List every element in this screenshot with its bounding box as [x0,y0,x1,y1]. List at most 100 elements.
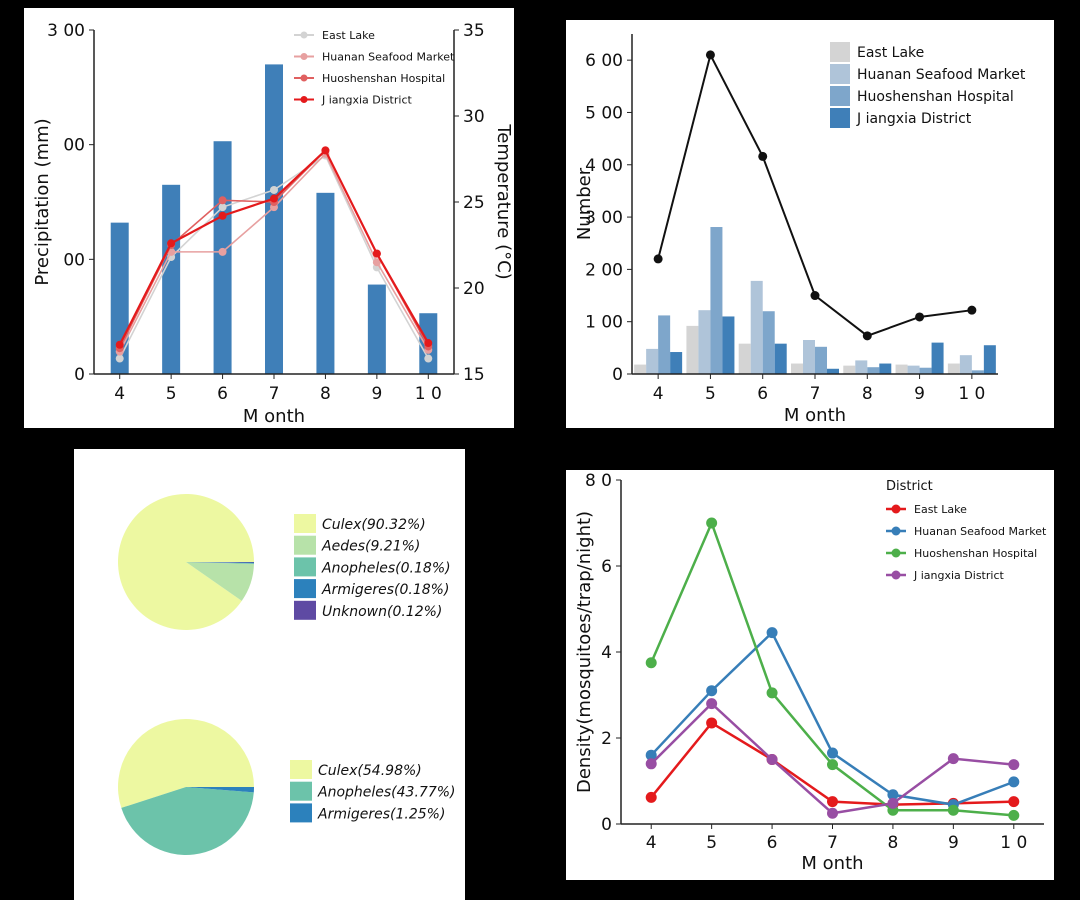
x-tick-label: 8 [862,384,873,404]
density-point [706,517,718,529]
precipitation-bar [213,141,232,374]
x-tick-label: 8 [888,833,899,853]
temperature-point [424,339,433,348]
x-tick-label: 9 [914,384,925,404]
number-bar [843,365,856,374]
density-point [827,759,838,771]
pie-slice [186,787,254,793]
density-point [827,796,838,808]
density-point [1008,809,1020,821]
legend-label: Culex(90.32%) [322,517,426,533]
pie-slice [186,562,254,601]
temperature-point [270,194,278,203]
total-point [967,305,977,315]
x-tick-label: 8 [320,384,331,404]
legend-label: Armigeres(1.25%) [317,806,445,822]
y-tick-label: 00 [63,250,85,270]
number-bar [698,310,711,374]
x-tick-label: 4 [653,384,664,404]
x-tick-label: 6 [217,384,228,404]
y-tick-label: 6 [601,557,612,577]
legend-label: Huoshenshan Hospital [857,89,1014,105]
temperature-point [218,196,227,205]
number-bar [658,315,671,374]
number-bar [983,345,996,374]
temperature-point [167,239,176,248]
temperature-point [218,203,227,212]
x-tick-label: 7 [827,833,838,853]
legend-swatch [294,557,316,577]
precipitation-bar [162,184,181,374]
density-point [706,717,718,729]
density-point [766,687,778,699]
number-bar [867,367,880,374]
density-point [887,797,899,809]
density-point [645,758,657,770]
number-bar [670,352,683,374]
number-bar [738,343,751,374]
y-tick-label: 6 00 [585,51,623,71]
temperature-point [270,185,278,194]
precipitation-bar [316,192,335,374]
number-bar [646,348,659,374]
x-tick-label: 5 [706,833,717,853]
x-tick-label: 5 [166,384,177,404]
number-bar [879,363,892,374]
density-point [706,698,718,710]
precipitation-bar [265,64,283,375]
legend-marker [300,74,308,82]
y2-tick-label: 25 [463,193,485,213]
x-tick-label: 4 [114,384,125,404]
legend-swatch [830,108,850,128]
density-point [827,807,838,819]
x-axis-label: M onth [801,853,863,874]
y-axis-label: Density(mosquitoes/trap/night) [574,511,595,793]
density-point [766,754,778,765]
x-tick-label: 7 [269,384,280,404]
number-bar [931,342,944,374]
number-bar [907,365,920,374]
number-bar [722,316,735,374]
legend-label: Huanan Seafood Market [857,67,1026,83]
temperature-point [218,211,227,220]
legend-marker [891,570,901,580]
species-pie-charts-panel: Culex(90.32%) Aedes(9.21%) Anopheles(0.18%… [74,449,465,900]
number-bar [774,343,787,374]
y-tick-label: 4 [601,643,612,663]
pie-slice [121,787,254,855]
legend-label: J iangxia District [856,111,972,127]
legend-label: Unknown(0.12%) [322,604,442,620]
x-tick-label: 1 0 [1000,833,1027,853]
y-axis-label: Precipitation (mm) [32,118,53,285]
legend-label: Huoshenshan Hospital [322,72,445,85]
x-tick-label: 9 [371,384,382,404]
legend-label: J iangxia District [321,94,412,107]
x-tick-label: 6 [757,384,768,404]
density-point [645,791,657,803]
y-tick-label: 5 00 [585,103,623,123]
legend-label: Huanan Seafood Market [914,525,1047,538]
pie-slice [118,719,254,808]
legend-label: East Lake [914,503,967,516]
legend-label: Armigeres(0.18%) [321,582,449,598]
legend-swatch [290,803,312,823]
legend-marker [891,504,901,514]
temperature-point [372,249,381,258]
mosquito-number-chart-panel: 0 1 00 2 00 3 00 4 00 5 00 6 00 4 5 6 7 8 9 1 0 M onth… [566,20,1054,428]
x-tick-label: 1 0 [415,384,442,404]
number-bar [791,363,803,374]
density-point [766,627,778,639]
legend-swatch [290,781,312,801]
number-bar [686,325,699,374]
mosquito-number-chart: 0 1 00 2 00 3 00 4 00 5 00 6 00 4 5 6 7 8 9 1 0 M onth… [574,34,1026,426]
y2-tick-label: 30 [463,107,485,127]
pie-slice [186,562,254,564]
legend-marker [300,96,308,103]
y2-axis-label: Temperature (°C) [493,123,514,279]
number-bar [750,280,763,374]
number-bar [803,340,815,374]
x-tick-label: 9 [948,833,959,853]
number-bar [947,363,960,374]
